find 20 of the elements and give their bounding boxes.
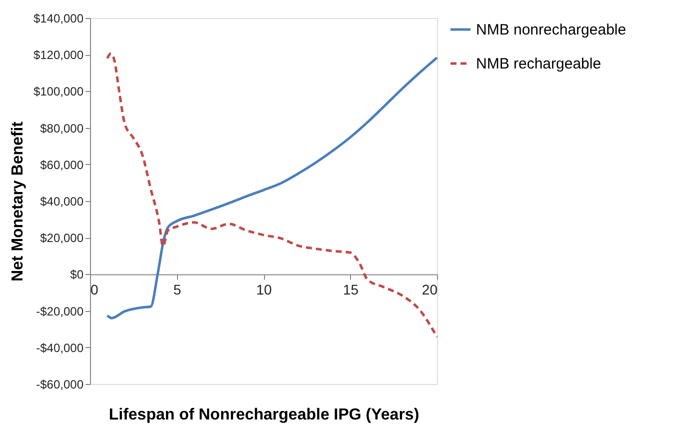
y-tick-label: $140,000 [33,12,84,26]
legend-label: NMB rechargeable [476,56,602,72]
y-tick-label: -$20,000 [36,304,84,318]
x-tick-label: 10 [256,282,272,298]
x-tick-label: 5 [173,282,182,298]
legend-label: NMB nonrechargeable [476,22,626,38]
y-tick-label: $40,000 [40,194,84,208]
y-tick-label: $80,000 [40,121,84,136]
y-tick-label: $0 [70,268,84,282]
y-tick-label: $120,000 [33,48,84,62]
y-tick-label: $60,000 [40,158,84,172]
x-tick-label: 15 [342,282,359,298]
x-tick-label: 0 [90,282,98,298]
y-tick-label: -$60,000 [36,378,84,392]
y-tick-label: -$40,000 [36,340,84,355]
y-tick-label: $100,000 [33,84,84,99]
x-axis-title: Lifespan of Nonrechargeable IPG (Years) [108,406,420,424]
y-axis-title: Net Monetary Benefit [9,120,26,282]
x-tick-label: 20 [422,282,438,298]
y-tick-label: $20,000 [40,231,84,246]
